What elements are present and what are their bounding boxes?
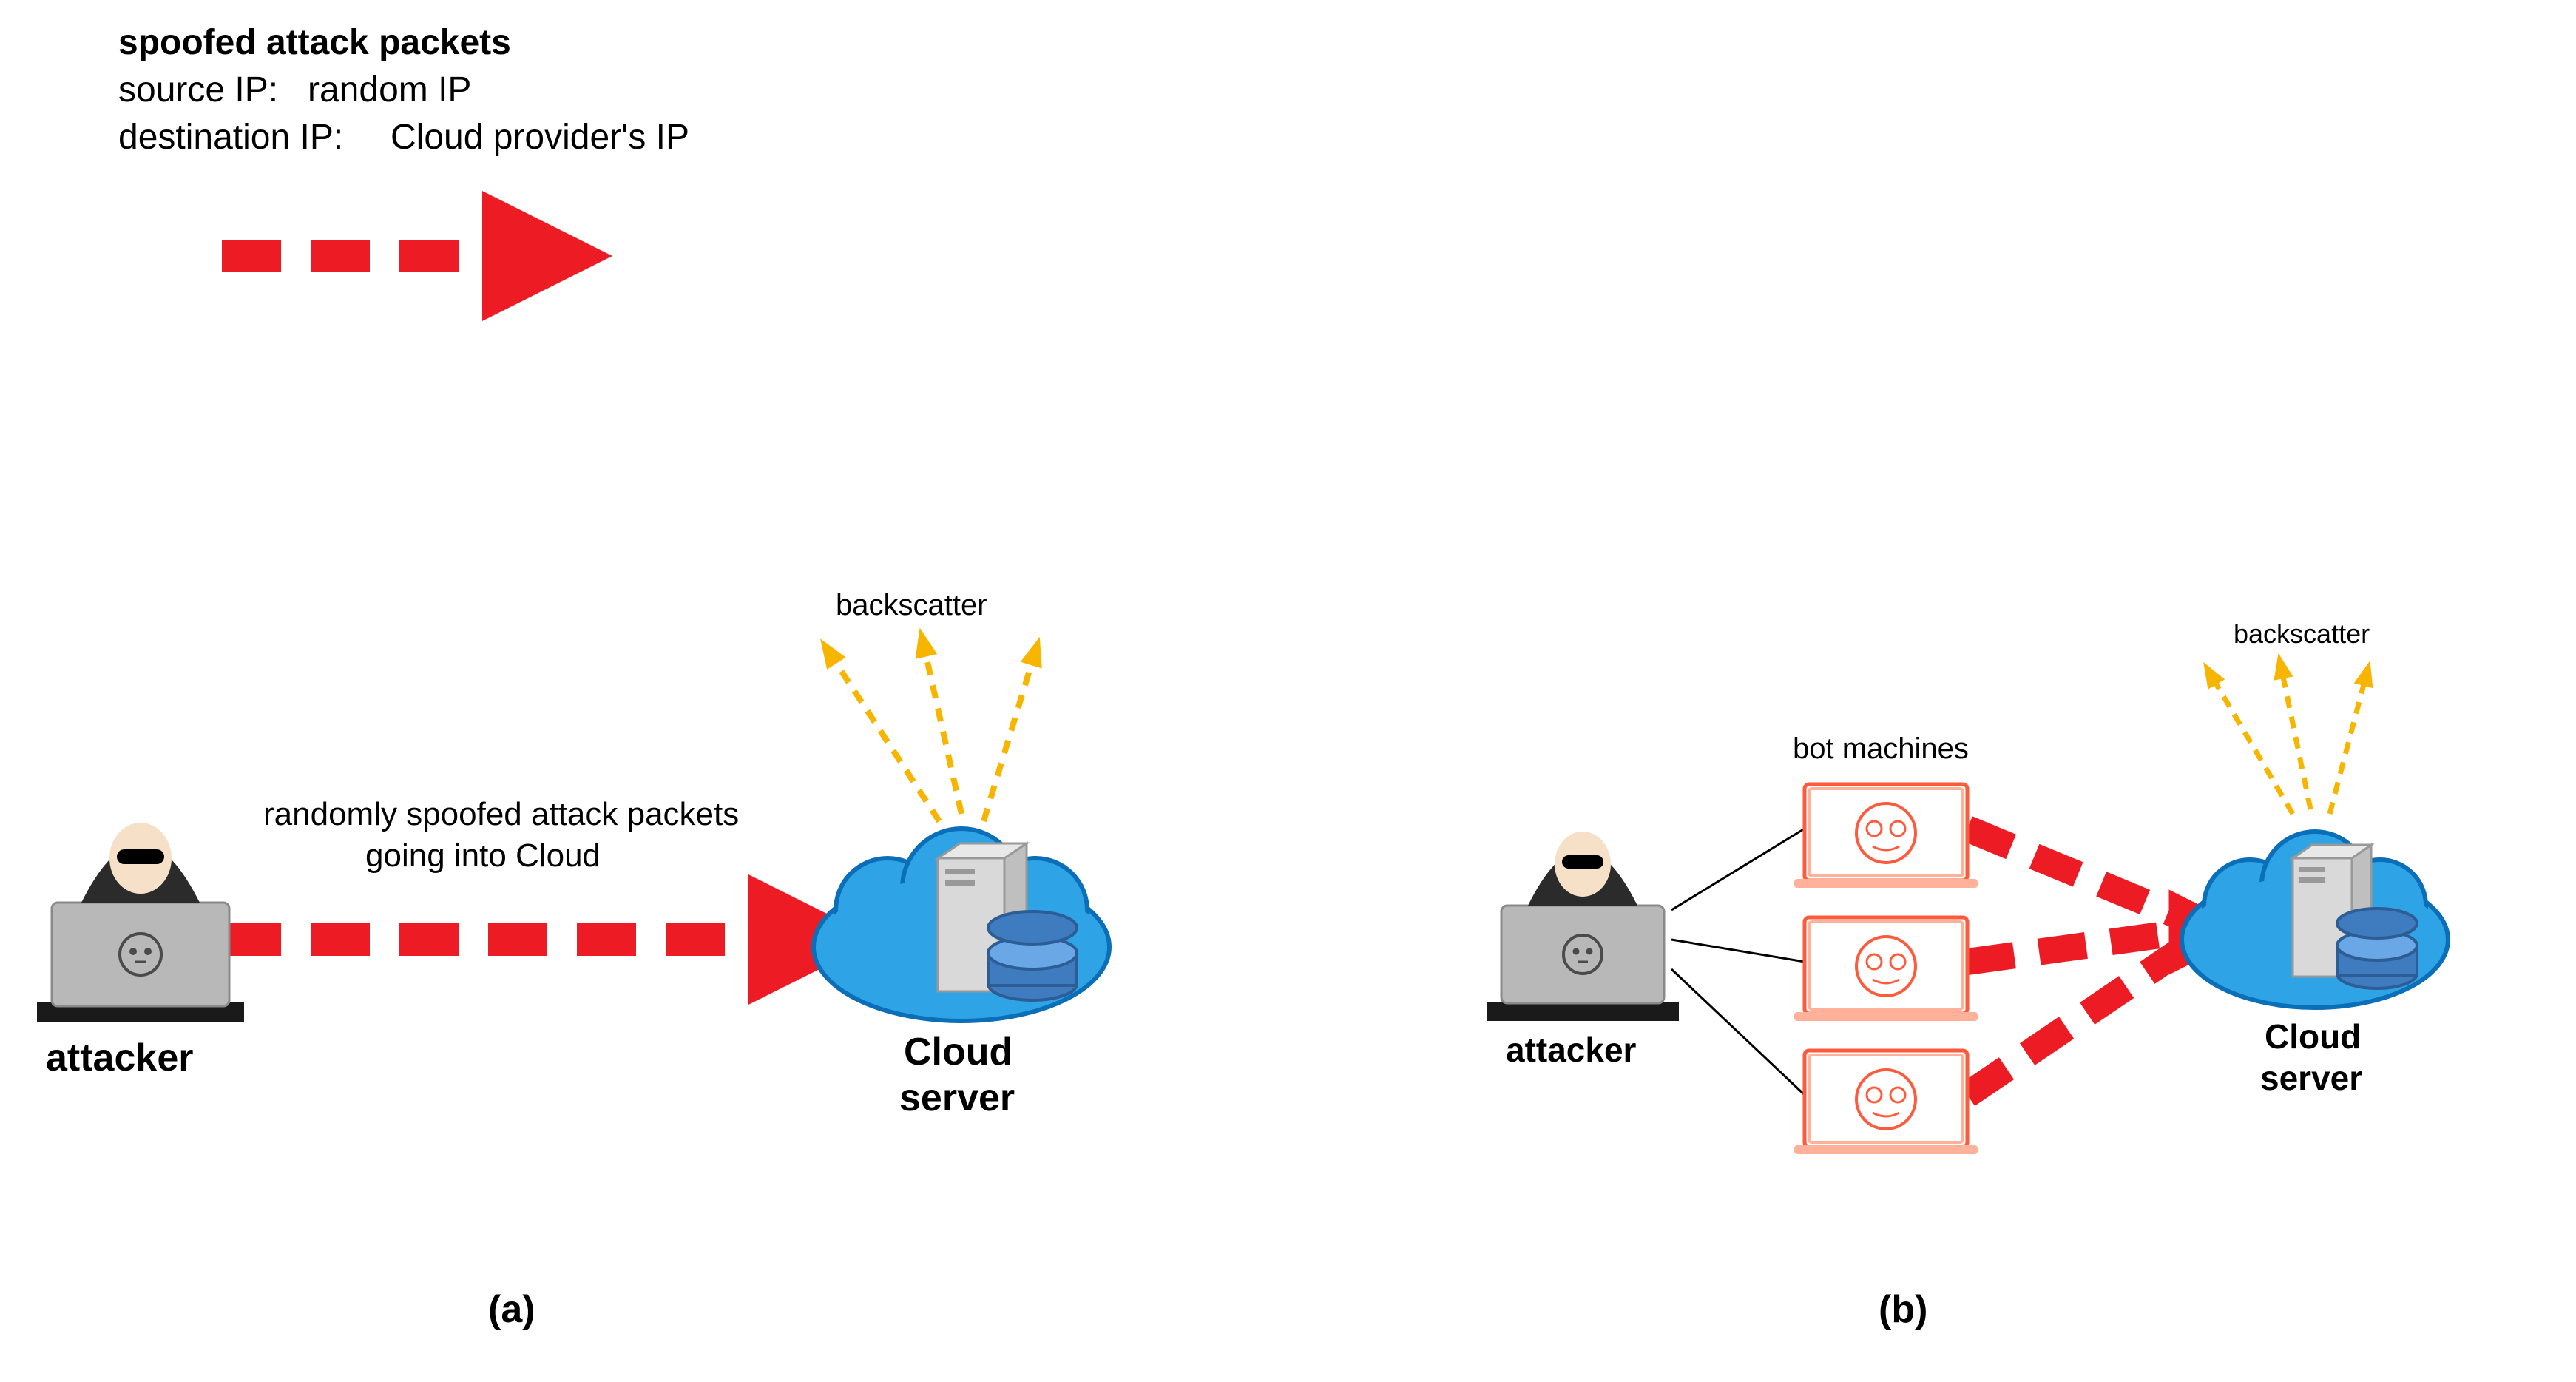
panel-b-cloud-label-2: server xyxy=(2260,1058,2362,1098)
panel-b-cloud-icon xyxy=(0,0,2576,1382)
panel-b-caption: (b) xyxy=(1879,1287,1927,1332)
panel-b-cloud-label-1: Cloud xyxy=(2265,1017,2361,1056)
